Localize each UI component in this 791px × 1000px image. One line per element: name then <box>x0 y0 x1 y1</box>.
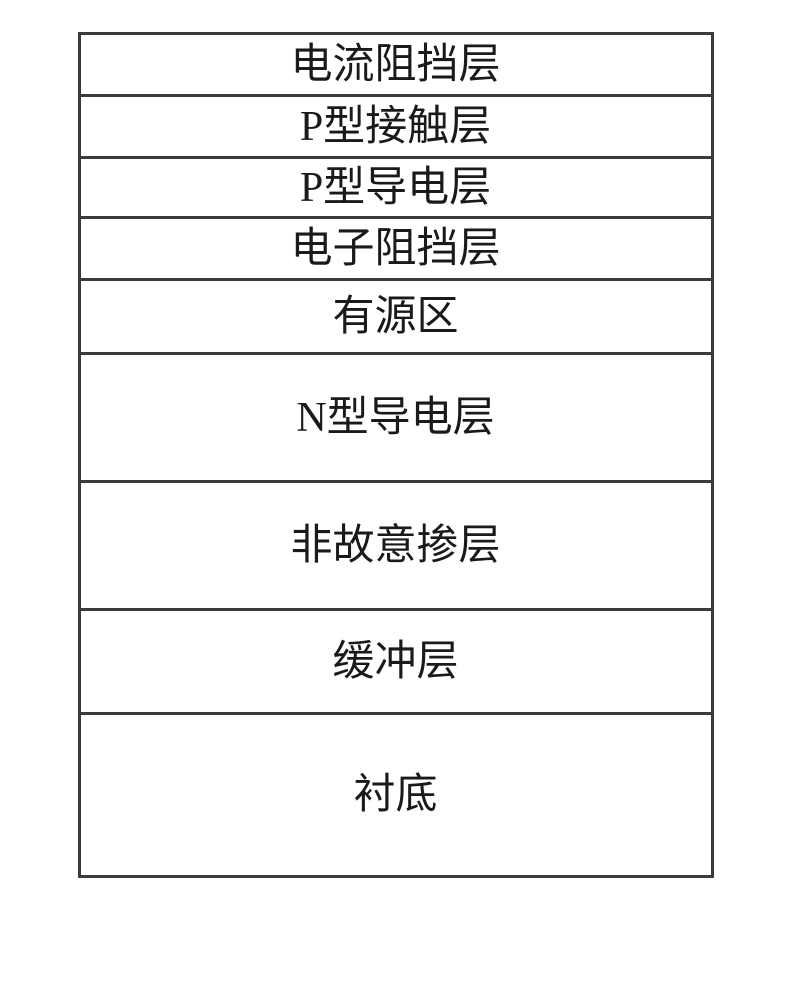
layer-row: 非故意掺层 <box>78 480 714 608</box>
layer-row: 缓冲层 <box>78 608 714 712</box>
layer-row: 电流阻挡层 <box>78 32 714 94</box>
layer-stack: 电流阻挡层 P型接触层 P型导电层 电子阻挡层 有源区 N型导电层 非故意掺层 … <box>78 32 714 878</box>
layer-row: P型接触层 <box>78 94 714 156</box>
layer-label: 衬底 <box>353 774 437 816</box>
layer-row: 电子阻挡层 <box>78 216 714 278</box>
layer-label: N型导电层 <box>296 397 494 439</box>
layer-row: 有源区 <box>78 278 714 352</box>
layer-label: 电流阻挡层 <box>290 44 500 86</box>
layer-row: P型导电层 <box>78 156 714 216</box>
layer-row: N型导电层 <box>78 352 714 480</box>
layer-label: 电子阻挡层 <box>290 228 500 270</box>
layer-label: P型导电层 <box>300 167 491 209</box>
layer-label: 有源区 <box>332 296 458 338</box>
layer-label: 非故意掺层 <box>290 525 500 567</box>
layer-label: 缓冲层 <box>332 641 458 683</box>
layer-label: P型接触层 <box>300 106 491 148</box>
layer-row: 衬底 <box>78 712 714 878</box>
